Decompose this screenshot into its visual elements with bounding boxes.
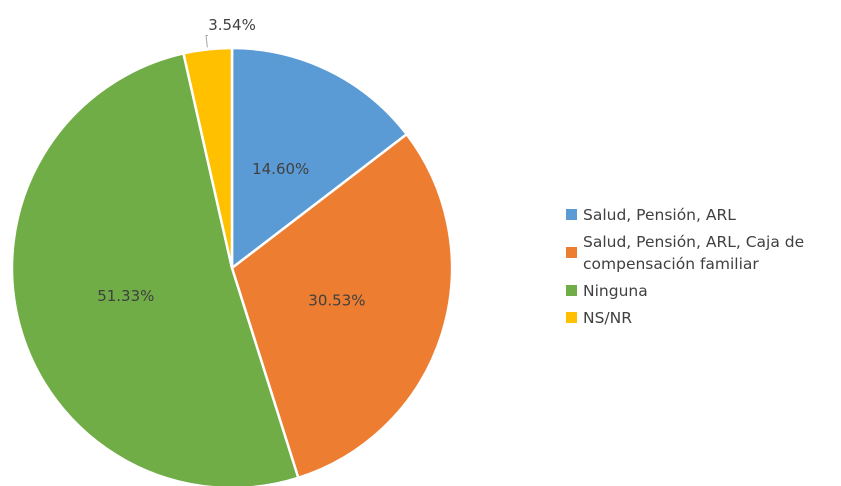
legend-label: Salud, Pensión, ARL [583, 206, 736, 224]
legend-item-ninguna: Ninguna [566, 280, 836, 302]
legend-label: Salud, Pensión, ARL, Caja de compensació… [583, 233, 805, 273]
data-label-salud-pension-arl: 14.60% [252, 160, 309, 178]
pie-slice-salud-pension-arl-caja-de-compensacion-familiar [230, 132, 454, 480]
legend: Salud, Pensión, ARL Salud, Pensión, ARL,… [566, 204, 836, 334]
pie-slices [10, 46, 454, 486]
legend-item-ns-nr: NS/NR [566, 307, 836, 329]
pie-slice-salud-pension-arl [230, 46, 409, 271]
legend-label: NS/NR [583, 309, 633, 327]
legend-item-salud-pension-arl: Salud, Pensión, ARL [566, 204, 836, 226]
data-label-salud-pension-arl-caja-de-compensacion-familiar: 30.53% [308, 292, 365, 310]
legend-swatch [566, 247, 577, 258]
pie-slice-ninguna [10, 51, 300, 486]
pie-data-labels: 14.60% 30.53% 51.33% 3.54% [97, 16, 365, 310]
legend-swatch [566, 312, 577, 323]
data-label-ns-nr: 3.54% [208, 16, 256, 34]
legend-label: Ninguna [583, 282, 648, 300]
legend-swatch [566, 209, 577, 220]
data-label-ninguna: 51.33% [97, 287, 154, 305]
legend-item-salud-pension-arl-caja: Salud, Pensión, ARL, Caja de compensació… [566, 231, 836, 275]
pie-slice-ns-nr [181, 46, 234, 269]
leader-line [205, 34, 209, 48]
legend-swatch [566, 285, 577, 296]
